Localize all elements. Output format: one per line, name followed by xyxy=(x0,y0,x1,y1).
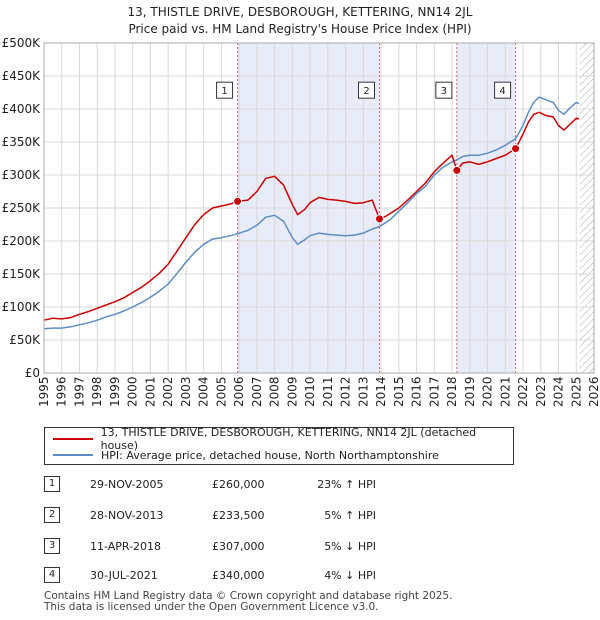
y-tick-label: £200K xyxy=(2,234,42,248)
sale-point xyxy=(375,214,384,224)
sale-point xyxy=(233,196,243,206)
x-tick-label: 2010 xyxy=(303,376,317,407)
x-tick-label: 2023 xyxy=(534,376,548,407)
sale-hpi-change: 5% ↑ HPI xyxy=(324,509,376,522)
sale-badge: 3 xyxy=(44,538,60,554)
chart-title: 13, THISTLE DRIVE, DESBOROUGH, KETTERING… xyxy=(127,5,473,19)
x-tick-label: 2008 xyxy=(268,376,282,407)
x-tick-label: 2005 xyxy=(214,376,228,407)
hpi-series-line xyxy=(43,96,580,330)
x-tick-label: 2019 xyxy=(463,376,477,407)
y-tick-label: £0 xyxy=(25,366,40,380)
sale-badge: 2 xyxy=(44,507,60,523)
legend-label-property: 13, THISTLE DRIVE, DESBOROUGH, KETTERING… xyxy=(100,426,477,452)
x-tick-label: 2001 xyxy=(143,376,157,407)
y-tick-label: £100K xyxy=(2,300,42,314)
x-tick-label: 2009 xyxy=(285,376,299,407)
sale-hpi-change: 23% ↑ HPI xyxy=(317,478,376,491)
sale-number-box xyxy=(358,81,375,99)
sale-date: 29-NOV-2005 xyxy=(90,478,164,491)
x-tick-label: 2003 xyxy=(179,376,193,407)
x-tick-label: 2013 xyxy=(356,376,370,407)
legend-swatch-hpi xyxy=(53,454,93,456)
x-tick-label: 1995 xyxy=(37,376,51,407)
sale-point xyxy=(511,144,521,154)
sale-price: £233,500 xyxy=(212,509,265,522)
x-tick-label: 2004 xyxy=(197,376,211,407)
plot-frame xyxy=(43,42,595,374)
legend-item-property: 13, THISTLE DRIVE, DESBOROUGH, KETTERING… xyxy=(53,426,513,452)
x-tick-label: 2012 xyxy=(339,376,353,407)
sale-number-label: 2 xyxy=(363,86,369,97)
sale-price: £260,000 xyxy=(212,478,265,491)
sale-price: £307,000 xyxy=(212,540,265,553)
x-tick-label: 2025 xyxy=(569,376,583,407)
x-tick-label: 2016 xyxy=(410,376,424,407)
sale-number-box xyxy=(435,81,453,99)
footer-line: This data is licensed under the Open Gov… xyxy=(44,601,379,613)
y-tick-label: £450K xyxy=(2,69,42,83)
x-tick-label: 2002 xyxy=(161,376,175,407)
x-tick-label: 2022 xyxy=(516,376,530,407)
x-tick-label: 2018 xyxy=(445,376,459,407)
y-tick-label: £250K xyxy=(2,201,42,215)
sale-date: 28-NOV-2013 xyxy=(90,509,164,522)
x-tick-label: 2006 xyxy=(232,376,246,407)
sale-badge: 4 xyxy=(44,567,60,583)
y-tick-label: £500K xyxy=(2,36,42,50)
x-tick-label: 2020 xyxy=(481,376,495,407)
x-tick-label: 2024 xyxy=(552,376,566,407)
y-tick-label: £400K xyxy=(2,102,42,116)
sale-hpi-change: 5% ↓ HPI xyxy=(324,540,376,553)
legend-label-hpi: HPI: Average price, detached house, Nort… xyxy=(101,448,439,462)
x-tick-label: 1996 xyxy=(55,376,69,407)
x-tick-label: 2000 xyxy=(126,376,140,407)
chart-subtitle: Price paid vs. HM Land Registry's House … xyxy=(128,22,472,36)
y-tick-label: £350K xyxy=(2,135,42,149)
y-tick-label: £50K xyxy=(9,333,41,347)
attribution-footer: Contains HM Land Registry data © Crown c… xyxy=(44,591,594,613)
sale-number-label: 4 xyxy=(499,86,505,97)
sale-date: 30-JUL-2021 xyxy=(90,569,158,582)
legend-swatch-property xyxy=(53,438,93,440)
x-tick-label: 2017 xyxy=(427,376,441,407)
x-tick-label: 2021 xyxy=(498,376,512,407)
sale-point xyxy=(452,165,462,175)
x-tick-label: 1998 xyxy=(90,376,104,407)
chart-legend: 13, THISTLE DRIVE, DESBOROUGH, KETTERING… xyxy=(44,426,514,465)
chart-title-block: 13, THISTLE DRIVE, DESBOROUGH, KETTERING… xyxy=(0,4,600,38)
price-chart: 1 2 3 4 £0 £50K £100K £150K £200K £250K £300K £350… xyxy=(2,36,600,407)
sale-number-label: 3 xyxy=(441,86,447,97)
sale-number-box xyxy=(216,81,234,99)
sale-number-label: 1 xyxy=(221,86,227,97)
y-tick-label: £300K xyxy=(2,168,42,182)
x-tick-label: 2007 xyxy=(250,376,264,407)
legend-item-hpi: HPI: Average price, detached house, Nort… xyxy=(53,448,439,462)
x-tick-label: 1997 xyxy=(72,376,86,407)
x-tick-label: 1999 xyxy=(108,376,122,407)
sale-date: 11-APR-2018 xyxy=(90,540,162,553)
x-tick-label: 2011 xyxy=(321,376,335,407)
sale-badge: 1 xyxy=(44,476,60,492)
sale-price: £340,000 xyxy=(212,569,265,582)
sale-hpi-change: 4% ↓ HPI xyxy=(324,569,376,582)
x-tick-label: 2026 xyxy=(587,376,600,407)
x-tick-label: 2014 xyxy=(374,376,388,407)
x-tick-label: 2015 xyxy=(392,376,406,407)
y-tick-label: £150K xyxy=(2,267,42,281)
footer-line: Contains HM Land Registry data © Crown c… xyxy=(44,590,453,602)
sale-number-box xyxy=(494,81,512,99)
